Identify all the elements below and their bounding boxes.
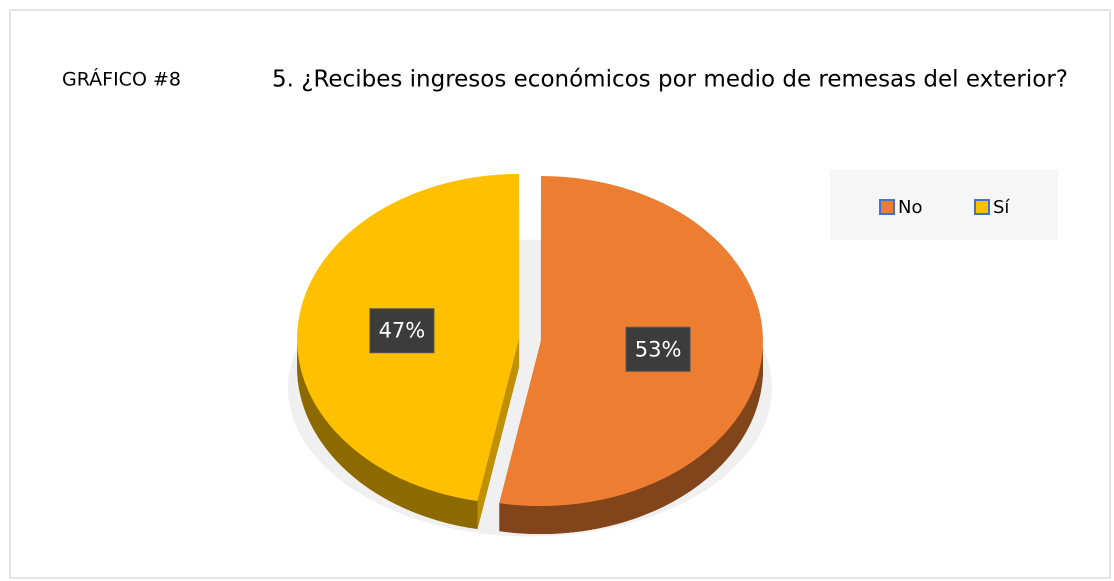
data-label-box — [625, 326, 691, 372]
legend-swatch — [974, 199, 990, 215]
legend-label: No — [898, 197, 922, 218]
slice-wall — [499, 341, 763, 535]
slice-cut-face — [477, 338, 520, 530]
slice-wall — [297, 338, 478, 530]
legend-swatch — [879, 199, 895, 215]
data-label-box — [369, 308, 435, 354]
data-label: 47% — [379, 319, 426, 343]
data-label: 53% — [635, 337, 682, 361]
chart-title: 5. ¿Recibes ingresos económicos por medi… — [272, 67, 1068, 93]
chart-annotation: GRÁFICO #8 — [62, 68, 181, 91]
legend-box — [830, 170, 1058, 240]
legend-label: Sí — [993, 197, 1010, 218]
